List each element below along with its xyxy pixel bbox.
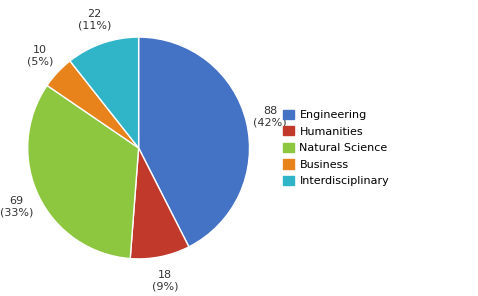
Wedge shape — [47, 61, 139, 148]
Text: 10
(5%): 10 (5%) — [27, 45, 53, 67]
Legend: Engineering, Humanities, Natural Science, Business, Interdisciplinary: Engineering, Humanities, Natural Science… — [283, 110, 389, 186]
Wedge shape — [28, 86, 139, 259]
Wedge shape — [70, 37, 139, 148]
Text: 18
(9%): 18 (9%) — [152, 270, 178, 292]
Text: 22
(11%): 22 (11%) — [77, 9, 111, 31]
Wedge shape — [139, 37, 250, 247]
Text: 69
(33%): 69 (33%) — [0, 196, 33, 217]
Wedge shape — [130, 148, 189, 259]
Text: 88
(42%): 88 (42%) — [253, 106, 287, 127]
